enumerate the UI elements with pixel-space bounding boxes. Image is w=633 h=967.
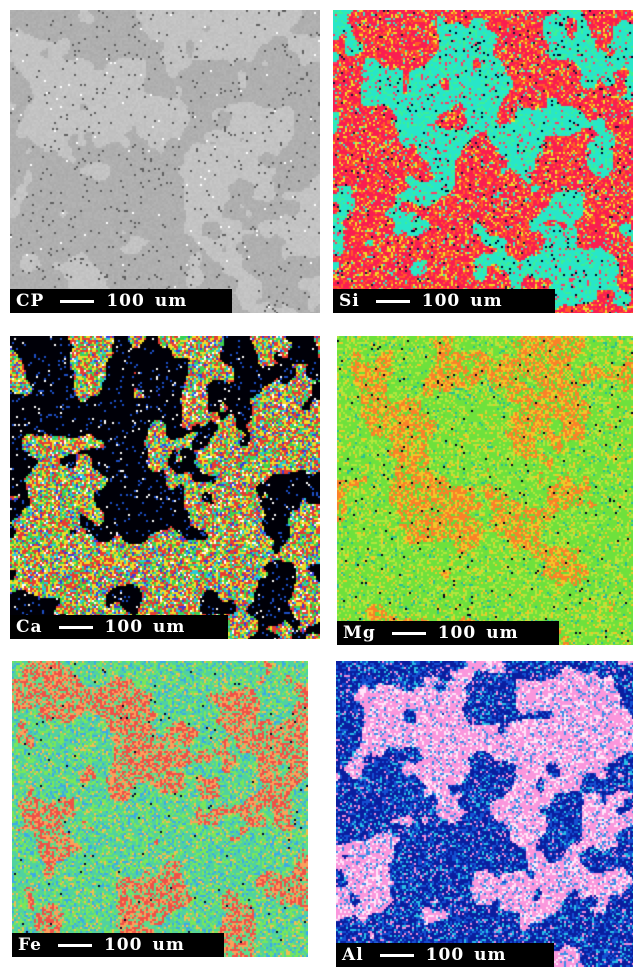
scale-value-ca: 100 [104, 617, 144, 637]
element-label-mg: Mg [343, 623, 376, 643]
scale-unit-cp: um [154, 291, 188, 311]
scale-bar-ca: Ca 100 um [10, 615, 228, 639]
scale-rule-si [375, 299, 410, 303]
map-image-cp [10, 10, 320, 313]
scale-value-al: 100 [425, 945, 465, 965]
map-image-al [336, 661, 633, 967]
scale-rule-fe [57, 943, 92, 947]
scale-value-si: 100 [421, 291, 461, 311]
scale-bar-mg: Mg 100 um [337, 621, 559, 645]
element-label-cp: CP [16, 291, 45, 311]
scale-rule-al [379, 953, 414, 957]
element-label-si: Si [339, 291, 360, 311]
element-label-fe: Fe [18, 935, 42, 955]
map-image-ca [10, 336, 320, 639]
scale-bar-fe: Fe 100 um [12, 933, 224, 957]
map-panel-ca: Ca 100 um [10, 336, 320, 639]
map-image-mg [337, 336, 633, 645]
scale-unit-ca: um [153, 617, 186, 637]
map-panel-mg: Mg 100 um [337, 336, 633, 645]
element-label-al: Al [342, 945, 364, 965]
scale-value-fe: 100 [103, 935, 143, 955]
scale-unit-al: um [474, 945, 507, 965]
scale-value-mg: 100 [437, 623, 477, 643]
map-panel-al: Al 100 um [336, 661, 633, 967]
scale-unit-fe: um [152, 935, 185, 955]
scale-bar-al: Al 100 um [336, 943, 554, 967]
map-panel-fe: Fe 100 um [12, 661, 308, 957]
scale-rule-mg [391, 631, 426, 635]
map-image-si [333, 10, 633, 313]
scale-rule-cp [60, 299, 95, 303]
scale-value-cp: 100 [106, 291, 145, 311]
scale-bar-si: Si 100 um [333, 289, 555, 313]
map-panel-si: Si 100 um [333, 10, 633, 313]
map-image-fe [12, 661, 308, 957]
scale-unit-si: um [470, 291, 503, 311]
element-label-ca: Ca [16, 617, 43, 637]
map-panel-cp: CP 100 um [10, 10, 320, 313]
scale-rule-ca [58, 625, 93, 629]
scale-bar-cp: CP 100 um [10, 289, 232, 313]
scale-unit-mg: um [486, 623, 519, 643]
